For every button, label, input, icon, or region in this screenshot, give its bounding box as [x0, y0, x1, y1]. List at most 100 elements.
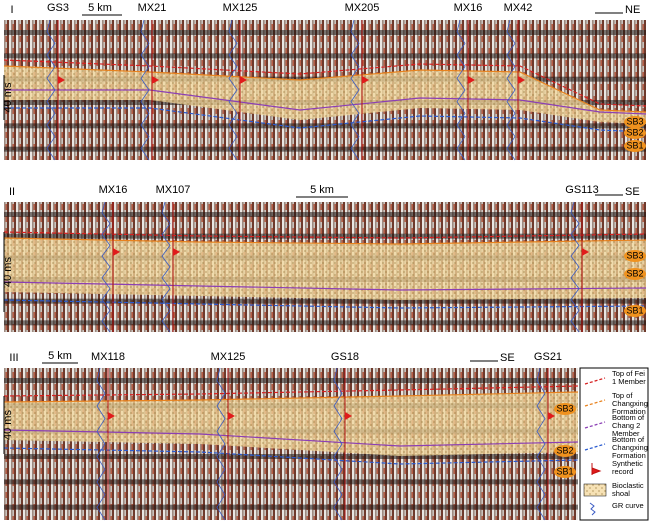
legend-swatch [589, 502, 596, 516]
reflector-band [4, 212, 646, 217]
well-name: GS21 [534, 351, 562, 363]
gr-curve [536, 367, 546, 521]
horizon [3, 429, 579, 447]
legend-label: Top of Changxing Formation [612, 391, 648, 416]
legend-label: GR curve [612, 501, 644, 510]
synthetic-record [582, 248, 589, 256]
well-name: MX118 [91, 351, 125, 363]
legend-swatch [583, 483, 607, 497]
boundary-marker [624, 305, 646, 317]
gr-curve [101, 201, 111, 333]
reflector-band [4, 146, 646, 152]
boundary-label: SB2 [626, 127, 643, 137]
well-name: MX16 [454, 2, 483, 14]
synthetic-record [240, 76, 247, 84]
gr-curve [140, 19, 150, 161]
boundary-marker [554, 445, 576, 457]
boundary-label: SB3 [626, 250, 643, 260]
boundary-marker [624, 127, 646, 139]
boundary-marker [554, 466, 576, 478]
synthetic-record [58, 76, 65, 84]
reflector-band [4, 30, 646, 35]
gr-curve [333, 367, 343, 521]
reflector-band [4, 53, 646, 59]
legend-label: Top of Fei 1 Member [612, 369, 646, 386]
panel-label: III [9, 352, 18, 364]
reflector-band [4, 504, 578, 510]
bioclastic-shoal [4, 392, 578, 456]
scale-bar-label: 5 km [310, 184, 334, 196]
well-name: GS18 [331, 351, 359, 363]
gr-curve [228, 19, 238, 161]
boundary-label: SB2 [626, 268, 643, 278]
legend-swatch [584, 377, 606, 385]
well-name: GS113 [565, 184, 598, 196]
legend-swatch [584, 443, 606, 451]
boundary-label: SB3 [556, 403, 573, 413]
synthetic-record [548, 412, 555, 420]
time-scale: 40 ms [2, 257, 14, 287]
direction: SE [625, 186, 640, 198]
scale-bar-label: 5 km [88, 2, 112, 14]
boundary-marker [624, 116, 646, 128]
well-name: MX16 [99, 184, 128, 196]
horizon [4, 89, 647, 115]
horizon [3, 281, 647, 291]
legend-label: Bottom of Chang 2 Member [612, 413, 645, 438]
legend-label: Synthetic record [612, 459, 643, 476]
boundary-marker [624, 250, 646, 262]
horizon [3, 299, 647, 309]
horizon [3, 447, 579, 465]
well-name: MX125 [223, 2, 258, 14]
boundary-label: SB1 [626, 140, 643, 150]
legend-label: Bottom of Changxing Formation [612, 435, 648, 460]
reflector-band [4, 233, 646, 239]
direction: SE [500, 352, 515, 364]
gr-curve [216, 367, 226, 521]
synthetic-record [228, 412, 235, 420]
synthetic-record [345, 412, 352, 420]
gr-curve [161, 201, 171, 333]
reflector-band [4, 454, 578, 459]
boundary-label: SB2 [556, 445, 573, 455]
synthetic-record [113, 248, 120, 256]
synthetic-record [108, 412, 115, 420]
horizon [4, 107, 647, 133]
boundary-label: SB1 [556, 466, 573, 476]
synthetic-record [468, 76, 475, 84]
reflector-band [4, 479, 578, 485]
boundary-label: SB3 [626, 116, 643, 126]
well-name: MX42 [504, 2, 533, 14]
horizon [3, 391, 579, 403]
legend-swatch [584, 399, 606, 407]
well-name: MX21 [138, 2, 167, 14]
boundary-marker [624, 268, 646, 280]
boundary-label: SB1 [626, 305, 643, 315]
horizon [3, 237, 647, 245]
gr-curve [456, 19, 466, 161]
boundary-marker [554, 403, 576, 415]
well-name: MX205 [345, 2, 380, 14]
gr-curve [46, 19, 56, 161]
reflector-band [4, 378, 578, 383]
boundary-marker [624, 140, 646, 152]
panel-label: II [9, 186, 15, 198]
gr-curve [96, 367, 106, 521]
time-scale: 40 ms [2, 410, 14, 440]
well-name: MX107 [156, 184, 191, 196]
reflector-band [4, 298, 646, 304]
synthetic-record [518, 76, 525, 84]
direction: NE [625, 4, 640, 16]
legend-label: Bioclastic shoal [612, 481, 644, 498]
panel-label: I [10, 4, 13, 16]
synthetic-record [173, 248, 180, 256]
synthetic-record [152, 76, 159, 84]
scale-bar-label: 5 km [48, 350, 72, 362]
gr-curve [570, 201, 580, 333]
reflector-band [4, 123, 646, 129]
gr-curve [350, 19, 360, 161]
horizon [3, 385, 579, 397]
gr-curve [506, 19, 516, 161]
reflector-band [4, 320, 646, 326]
well-name: GS3 [47, 2, 69, 14]
